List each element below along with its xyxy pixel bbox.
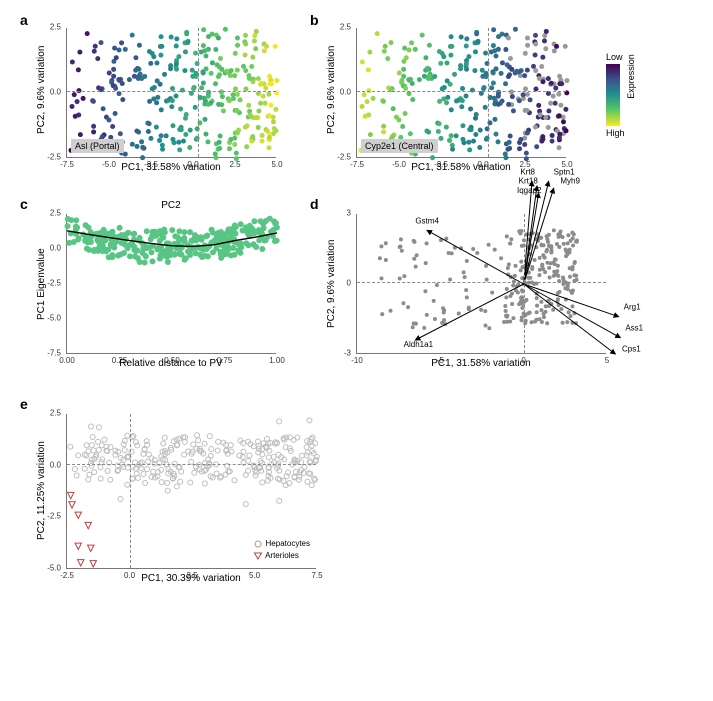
legend-low: Low (606, 52, 625, 62)
svg-text:Arg1: Arg1 (624, 303, 641, 312)
badge-a: Asl (Portal) (71, 139, 124, 153)
svg-text:Iqgap2: Iqgap2 (517, 186, 542, 195)
xlabel-c: Relative distance to PV (66, 358, 276, 368)
ylabel-d: PC2, 9.6% variation (326, 240, 337, 328)
panel-d: d Gstm4Krt8Krt18Iqgap2Sptn1Myh9Arg1Ass1C… (320, 200, 570, 340)
panel-a-label: a (20, 12, 28, 28)
scatter-b (357, 28, 566, 157)
plot-e: Hepatocytes Arterioles -2.50.02.55.07.5-… (66, 414, 316, 569)
xlabel-d: PC1, 31.58% variation (356, 358, 606, 368)
ylabel-c: PC1 Eigenvalue (36, 248, 47, 320)
scatter-d: Gstm4Krt8Krt18Iqgap2Sptn1Myh9Arg1Ass1Cps… (357, 214, 606, 353)
legend-arterioles: Arterioles (253, 550, 310, 562)
panel-c-label: c (20, 196, 28, 212)
panel-e: e Hepatocytes Arterioles -2.50.02.55.07.… (30, 400, 280, 555)
figure: a Asl (Portal) -7.5-5.0-2.50.02.55.0-2.5… (10, 10, 703, 691)
panel-a: a Asl (Portal) -7.5-5.0-2.50.02.55.0-2.5… (30, 16, 240, 146)
svg-text:Cps1: Cps1 (622, 345, 641, 354)
panel-d-label: d (310, 196, 319, 212)
xlabel-e: PC1, 30.39% variation (66, 573, 316, 583)
plot-a: Asl (Portal) -7.5-5.0-2.50.02.55.0-2.50.… (66, 28, 276, 158)
ylabel-b: PC2, 9.6% variation (326, 46, 337, 134)
svg-text:Aldh1a1: Aldh1a1 (404, 340, 434, 349)
svg-text:Gstm4: Gstm4 (415, 216, 439, 225)
plot-b: Cyp2e1 (Central) -7.5-5.0-2.50.02.55.0-2… (356, 28, 566, 158)
badge-b: Cyp2e1 (Central) (361, 139, 438, 153)
title-c: PC2 (66, 200, 276, 211)
ylabel-e: PC2, 11.25% variation (36, 441, 47, 540)
legend-hepatocytes: Hepatocytes (253, 538, 310, 550)
expression-legend: Low High Expression (606, 52, 625, 138)
scatter-c (67, 214, 276, 353)
svg-text:Krt8: Krt8 (520, 167, 535, 176)
panel-c: c PC2 0.000.250.500.751.00-7.5-5.0-2.50.… (30, 200, 240, 340)
triangle-icon (253, 551, 263, 561)
xlabel-a: PC1, 31.58% variation (66, 162, 276, 174)
plot-d: Gstm4Krt8Krt18Iqgap2Sptn1Myh9Arg1Ass1Cps… (356, 214, 606, 354)
panel-e-label: e (20, 396, 28, 412)
plot-c: 0.000.250.500.751.00-7.5-5.0-2.50.02.5 (66, 214, 276, 354)
svg-text:Krt18: Krt18 (519, 177, 539, 186)
ylabel-a: PC2, 9.6% variation (36, 46, 47, 134)
legend-high: High (606, 128, 625, 138)
legend-axis-label: Expression (626, 27, 636, 72)
svg-text:Sptn1: Sptn1 (554, 167, 575, 176)
svg-text:Myh9: Myh9 (560, 177, 580, 186)
panel-b: b Cyp2e1 (Central) -7.5-5.0-2.50.02.55.0… (320, 16, 530, 146)
circle-icon (253, 539, 263, 549)
panel-b-label: b (310, 12, 319, 28)
svg-text:Ass1: Ass1 (625, 324, 643, 333)
scatter-a (67, 28, 276, 157)
gradient-bar (606, 64, 620, 126)
legend-e: Hepatocytes Arterioles (253, 538, 310, 562)
